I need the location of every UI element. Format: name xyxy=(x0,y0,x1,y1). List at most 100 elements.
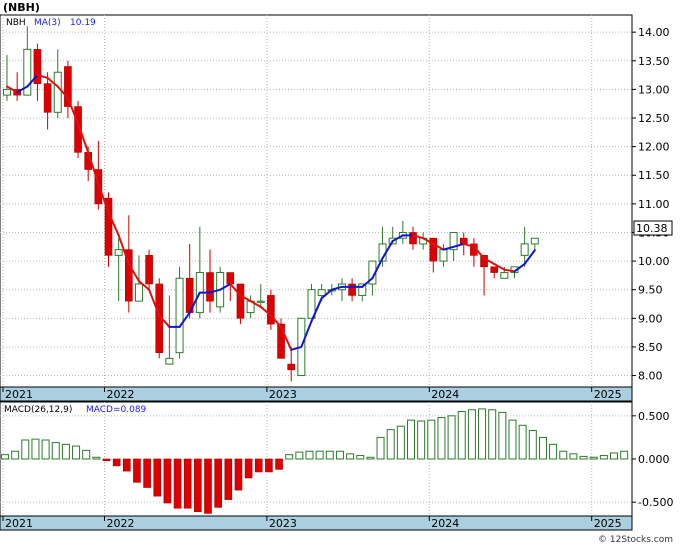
macd-bar xyxy=(457,411,466,460)
last-price-box xyxy=(633,220,673,236)
ma-segment xyxy=(239,294,252,303)
macd-bar xyxy=(569,453,578,460)
ma-segment xyxy=(361,277,374,288)
price-candle xyxy=(409,226,417,250)
price-candle-body xyxy=(429,237,438,262)
macd-bar xyxy=(407,419,415,460)
price-candle xyxy=(530,237,539,250)
ma-segment xyxy=(259,305,272,317)
price-candle xyxy=(104,192,113,267)
macd-bar xyxy=(1,454,9,460)
macd-bar xyxy=(41,439,50,460)
price-candle-body xyxy=(520,243,529,256)
macd-x-tick-label: 2023 xyxy=(269,517,297,530)
ma-value: 10.19 xyxy=(70,18,96,28)
ma-label: MA(3) xyxy=(34,18,61,28)
ma-segment xyxy=(77,122,90,154)
ma-segment xyxy=(432,242,445,251)
macd-bar xyxy=(467,409,476,460)
macd-bar xyxy=(538,436,547,460)
macd-bar xyxy=(427,419,436,460)
price-candle-body xyxy=(348,283,356,296)
macd-bar xyxy=(11,450,20,460)
price-y-tick-label: 9.50 xyxy=(638,284,663,297)
macd-bar xyxy=(31,438,40,460)
price-candle xyxy=(287,346,296,382)
ma-segment xyxy=(46,76,59,88)
price-candle-body xyxy=(449,231,458,251)
price-candle-body xyxy=(256,300,265,303)
macd-bar xyxy=(376,436,385,460)
price-candle-body xyxy=(409,232,417,245)
macd-x-tick-label: 2022 xyxy=(107,517,135,530)
price-y-tick-label: 13.50 xyxy=(638,55,670,68)
macd-x-tick-label: 2021 xyxy=(5,517,33,530)
macd-bar xyxy=(589,456,598,460)
macd-bar xyxy=(610,452,618,460)
price-candle xyxy=(520,226,529,267)
price-candle xyxy=(307,283,316,319)
macd-bar xyxy=(275,458,283,470)
macd-bar xyxy=(356,455,365,460)
chart-title: (NBH) xyxy=(3,1,40,14)
macd-bar xyxy=(173,458,182,509)
price-candle xyxy=(236,283,245,325)
price-candle-body xyxy=(74,106,82,153)
macd-x-tick-label: 2025 xyxy=(594,517,622,530)
ma-segment xyxy=(178,311,191,328)
macd-bar xyxy=(366,456,375,460)
ma-segment xyxy=(137,280,151,291)
macd-bar xyxy=(194,458,202,512)
price-candle xyxy=(74,100,82,159)
macd-bar xyxy=(498,411,507,460)
price-candle xyxy=(490,266,499,279)
ma-segment xyxy=(280,325,293,351)
price-candle-body xyxy=(530,237,539,245)
ma-segment xyxy=(442,245,455,251)
price-x-axis: 2021 2022 2023 2024 2025 xyxy=(2,387,622,401)
price-candle xyxy=(256,283,265,307)
price-y-tick-label: 10.00 xyxy=(638,255,670,268)
macd-bar xyxy=(315,450,324,460)
price-panel: 8.008.509.009.5010.0010.5011.0011.5012.0… xyxy=(0,1,673,402)
price-ma-line xyxy=(6,74,536,351)
ticker-label: NBH xyxy=(6,18,26,28)
ma-segment xyxy=(6,85,19,94)
ma-segment xyxy=(117,234,130,265)
macd-bar xyxy=(21,439,30,460)
price-candle-body xyxy=(104,197,113,256)
price-candle-body xyxy=(43,83,52,113)
price-x-tick-label: 2023 xyxy=(269,388,297,401)
macd-bar xyxy=(102,458,111,462)
price-candle-body xyxy=(439,249,448,262)
ma-segment xyxy=(300,320,313,348)
ma-segment xyxy=(391,234,404,243)
price-candle-body xyxy=(134,283,143,302)
ma-segment xyxy=(493,262,506,271)
macd-bar xyxy=(214,458,222,508)
macd-y-axis: 0.500 0.000 -0.500 xyxy=(632,410,673,509)
macd-x-axis: 2021 2022 2023 2024 2025 xyxy=(2,516,622,530)
macd-bar xyxy=(112,458,121,467)
macd-bar xyxy=(549,443,558,460)
price-candle-body xyxy=(358,283,367,296)
price-candle xyxy=(348,278,356,302)
last-price-label: 10.38 xyxy=(636,222,668,235)
price-candle-body xyxy=(267,295,275,325)
ma-segment xyxy=(330,285,343,291)
macd-bar xyxy=(305,450,314,460)
ma-segment xyxy=(503,268,516,273)
macd-value-label: MACD=0.089 xyxy=(86,405,147,415)
macd-title: MACD(26,12,9) xyxy=(4,405,72,415)
ma-segment xyxy=(66,96,80,125)
price-candle-body xyxy=(307,289,316,319)
ma-segment xyxy=(381,240,394,260)
macd-bar xyxy=(417,420,426,460)
price-candle xyxy=(114,238,123,302)
macd-bar xyxy=(518,424,527,460)
price-candle-body xyxy=(33,49,42,84)
ma-segment xyxy=(188,291,201,314)
price-y-tick-label: 12.00 xyxy=(638,141,670,154)
macd-bar xyxy=(183,458,192,509)
price-candle xyxy=(43,72,52,130)
